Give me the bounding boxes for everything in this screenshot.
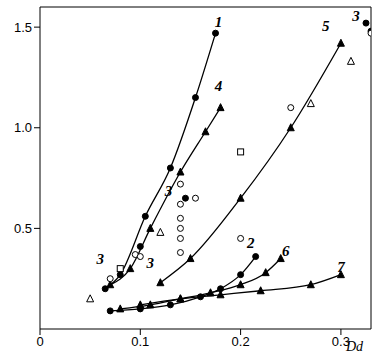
svg-text:0.1: 0.1 bbox=[131, 334, 149, 349]
svg-text:7: 7 bbox=[337, 259, 345, 275]
svg-text:1: 1 bbox=[215, 14, 223, 30]
svg-text:Dd: Dd bbox=[345, 339, 364, 354]
svg-text:1.0: 1.0 bbox=[14, 120, 32, 135]
svg-text:1.5: 1.5 bbox=[14, 20, 32, 35]
svg-text:3: 3 bbox=[146, 255, 155, 271]
svg-text:0: 0 bbox=[36, 334, 43, 349]
svg-text:0.2: 0.2 bbox=[232, 334, 250, 349]
svg-text:6: 6 bbox=[282, 243, 290, 259]
svg-text:4: 4 bbox=[214, 78, 223, 94]
svg-text:3: 3 bbox=[351, 8, 360, 24]
svg-text:2: 2 bbox=[246, 235, 255, 251]
svg-text:0.5: 0.5 bbox=[14, 221, 32, 236]
svg-text:0.3: 0.3 bbox=[331, 334, 350, 350]
svg-text:3: 3 bbox=[95, 251, 104, 267]
svg-text:5: 5 bbox=[322, 18, 330, 34]
svg-text:3: 3 bbox=[164, 183, 173, 199]
